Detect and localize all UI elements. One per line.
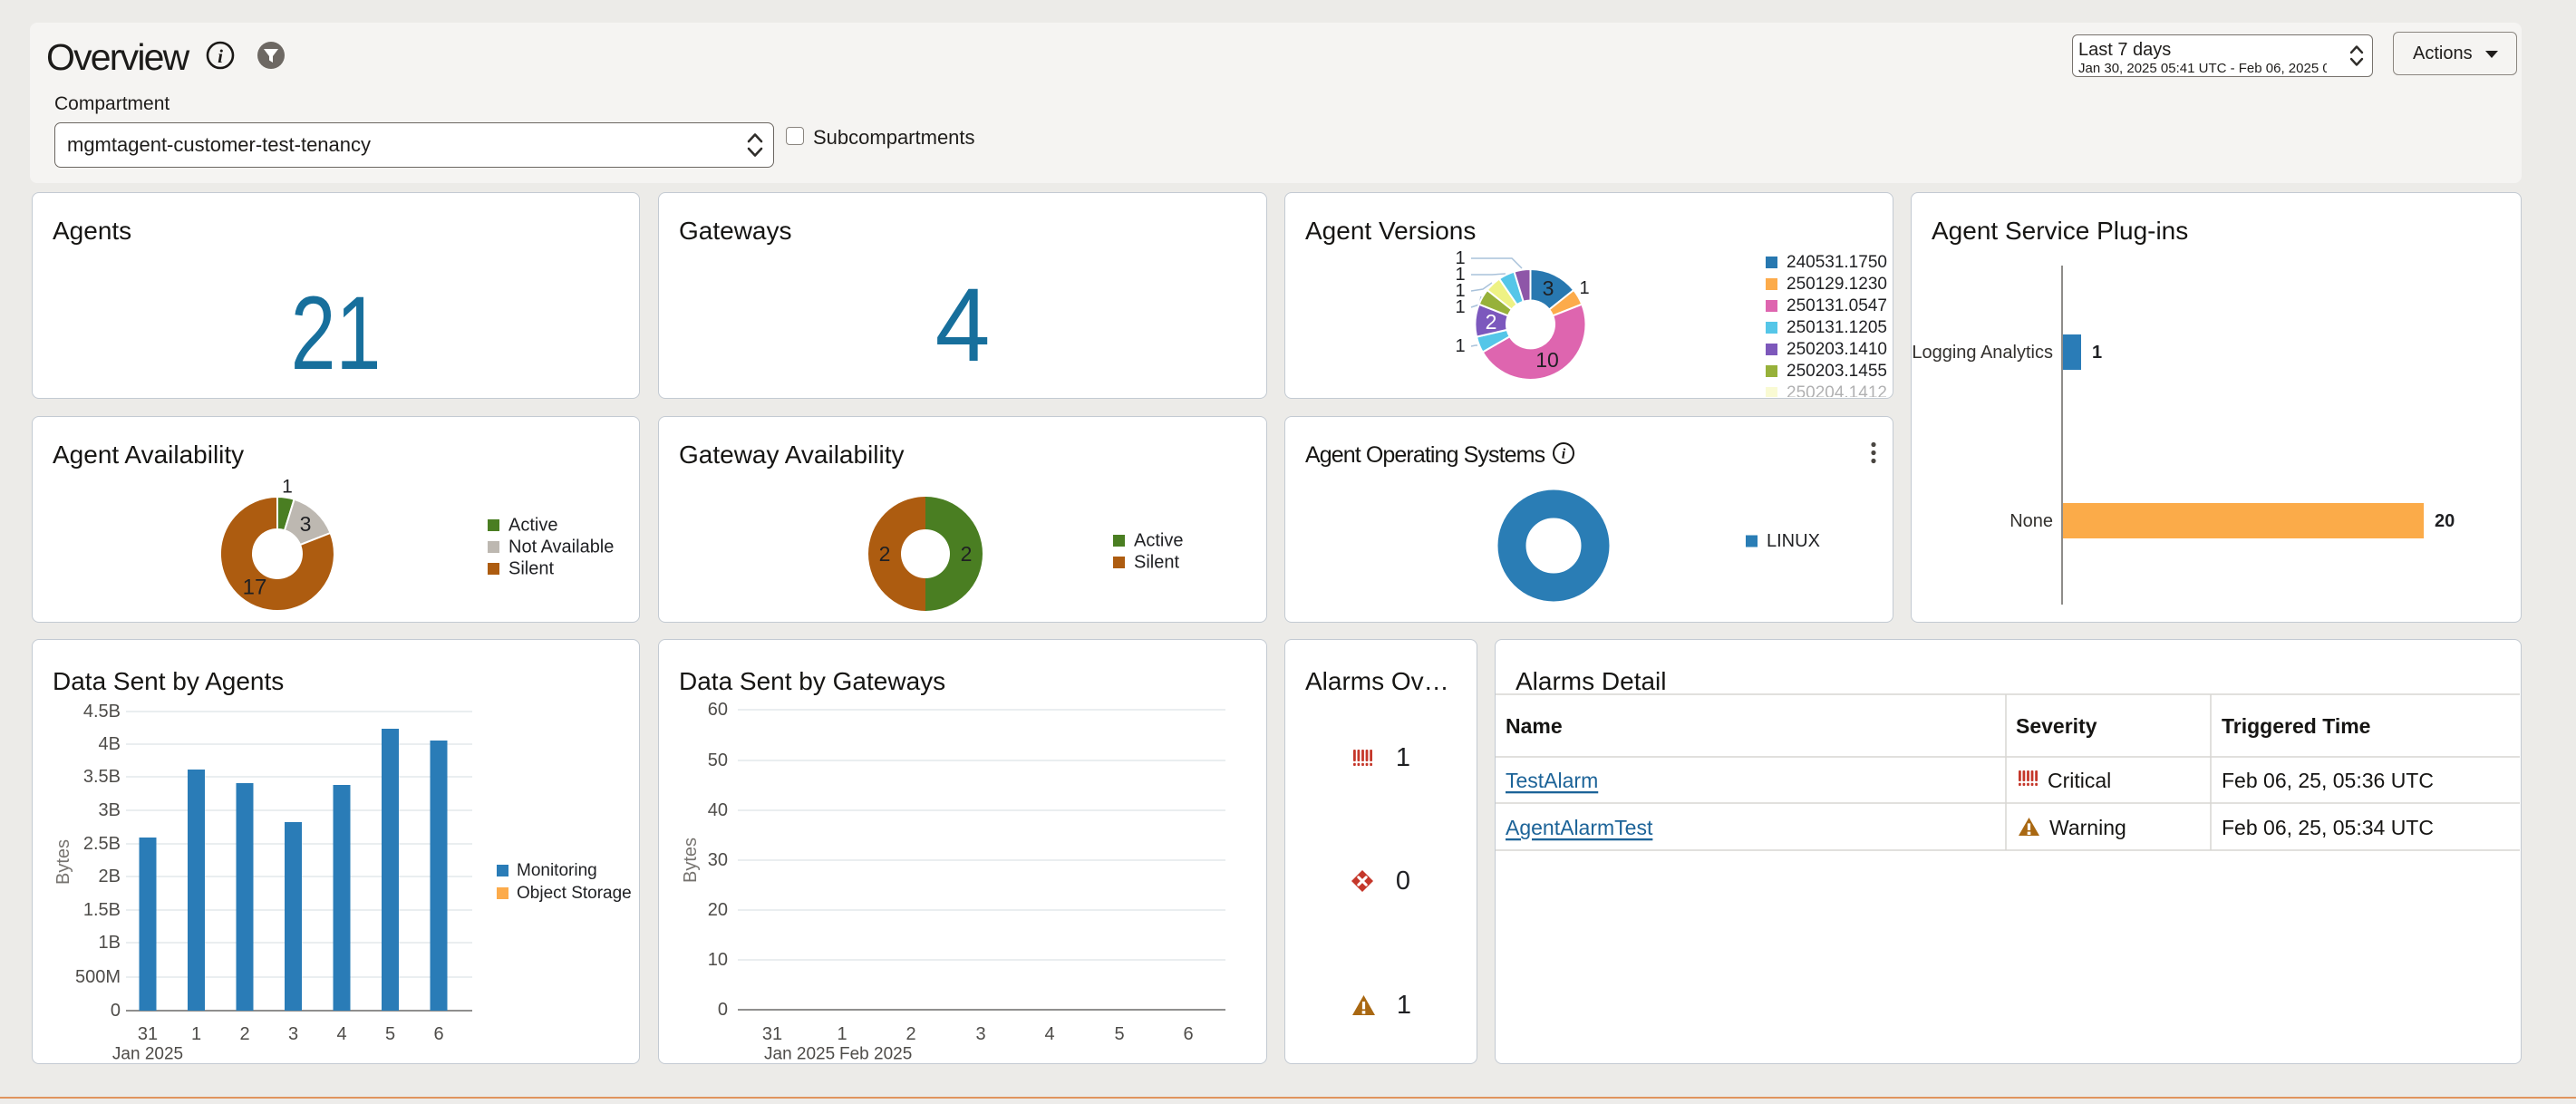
- svg-text:Critical: Critical: [2048, 769, 2111, 792]
- svg-text:1: 1: [2092, 343, 2102, 363]
- svg-text:Object Storage: Object Storage: [517, 884, 632, 903]
- svg-text:1: 1: [1455, 281, 1465, 301]
- svg-text:Feb 06, 25, 05:34 UTC: Feb 06, 25, 05:34 UTC: [2222, 816, 2434, 839]
- svg-text:1: 1: [282, 477, 293, 498]
- svg-text:1: 1: [1455, 265, 1465, 285]
- svg-text:1.5B: 1.5B: [83, 900, 121, 920]
- svg-text:31: 31: [762, 1024, 782, 1044]
- svg-text:2: 2: [1486, 310, 1497, 334]
- svg-text:250204.1412: 250204.1412: [1787, 383, 1887, 397]
- svg-text:4B: 4B: [99, 734, 121, 754]
- svg-text:1: 1: [1455, 336, 1465, 356]
- svg-text:Silent: Silent: [508, 559, 554, 579]
- svg-text:3: 3: [288, 1024, 298, 1044]
- svg-text:1: 1: [1579, 278, 1589, 298]
- svg-text:Active: Active: [508, 516, 557, 536]
- svg-text:31: 31: [138, 1024, 158, 1044]
- svg-text:30: 30: [708, 850, 728, 870]
- svg-text:2B: 2B: [99, 867, 121, 886]
- svg-text:6: 6: [1183, 1024, 1193, 1044]
- svg-text:Name: Name: [1506, 714, 1563, 738]
- svg-text:1: 1: [1455, 297, 1465, 317]
- svg-text:500M: 500M: [75, 967, 121, 987]
- svg-text:Silent: Silent: [1134, 553, 1179, 573]
- svg-text:20: 20: [708, 900, 728, 920]
- svg-text:5: 5: [1114, 1024, 1124, 1044]
- svg-text:1: 1: [1455, 248, 1465, 268]
- svg-text:1: 1: [191, 1024, 201, 1044]
- svg-text:2: 2: [961, 542, 973, 566]
- svg-text:2: 2: [879, 542, 891, 566]
- svg-text:Monitoring: Monitoring: [517, 861, 597, 880]
- svg-text:250203.1410: 250203.1410: [1787, 340, 1887, 359]
- svg-text:250203.1455: 250203.1455: [1787, 362, 1887, 381]
- svg-text:4.5B: 4.5B: [83, 702, 121, 721]
- svg-text:Logging Analytics: Logging Analytics: [1912, 343, 2053, 363]
- svg-text:5: 5: [385, 1024, 395, 1044]
- svg-text:40: 40: [708, 800, 728, 820]
- svg-text:TestAlarm: TestAlarm: [1506, 769, 1598, 792]
- svg-text:AgentAlarmTest: AgentAlarmTest: [1506, 816, 1653, 839]
- svg-text:0: 0: [111, 1001, 121, 1021]
- svg-text:Feb 06, 25, 05:36 UTC: Feb 06, 25, 05:36 UTC: [2222, 769, 2434, 792]
- svg-text:i: i: [1562, 447, 1566, 462]
- svg-text:250129.1230: 250129.1230: [1787, 275, 1887, 294]
- svg-text:Severity: Severity: [2016, 714, 2097, 738]
- svg-text:Bytes: Bytes: [681, 838, 701, 883]
- svg-text:2: 2: [239, 1024, 249, 1044]
- svg-text:Feb 2025: Feb 2025: [839, 1045, 912, 1063]
- svg-text:2: 2: [905, 1024, 915, 1044]
- svg-text:4: 4: [1044, 1024, 1054, 1044]
- svg-text:20: 20: [2435, 511, 2455, 531]
- svg-text:None: None: [2009, 511, 2053, 531]
- svg-text:3.5B: 3.5B: [83, 767, 121, 787]
- svg-text:Not Available: Not Available: [508, 537, 614, 557]
- svg-text:50: 50: [708, 751, 728, 770]
- svg-text:Jan 2025: Jan 2025: [764, 1045, 835, 1063]
- svg-text:60: 60: [708, 700, 728, 720]
- svg-text:2.5B: 2.5B: [83, 834, 121, 854]
- svg-text:Warning: Warning: [2049, 816, 2126, 839]
- svg-text:1: 1: [1397, 991, 1411, 1020]
- svg-text:Active: Active: [1134, 531, 1183, 551]
- svg-text:3: 3: [975, 1024, 985, 1044]
- svg-text:6: 6: [433, 1024, 443, 1044]
- svg-text:LINUX: LINUX: [1767, 531, 1820, 551]
- svg-text:Triggered Time: Triggered Time: [2222, 714, 2370, 738]
- svg-text:4: 4: [336, 1024, 346, 1044]
- svg-text:17: 17: [243, 576, 267, 600]
- svg-text:Bytes: Bytes: [53, 839, 73, 885]
- svg-text:0: 0: [1396, 867, 1410, 896]
- svg-text:250131.1205: 250131.1205: [1787, 318, 1887, 337]
- svg-text:1: 1: [1396, 743, 1410, 772]
- svg-text:10: 10: [1535, 348, 1559, 372]
- svg-text:10: 10: [708, 950, 728, 970]
- svg-text:3B: 3B: [99, 800, 121, 820]
- svg-text:1: 1: [837, 1024, 847, 1044]
- svg-text:1B: 1B: [99, 933, 121, 953]
- svg-text:3: 3: [1543, 276, 1554, 300]
- svg-text:Jan 2025: Jan 2025: [112, 1045, 183, 1063]
- svg-text:0: 0: [718, 1000, 728, 1020]
- svg-text:3: 3: [300, 512, 312, 536]
- svg-text:250131.0547: 250131.0547: [1787, 296, 1887, 315]
- svg-text:240531.1750: 240531.1750: [1787, 253, 1887, 272]
- svg-text:i: i: [218, 45, 223, 67]
